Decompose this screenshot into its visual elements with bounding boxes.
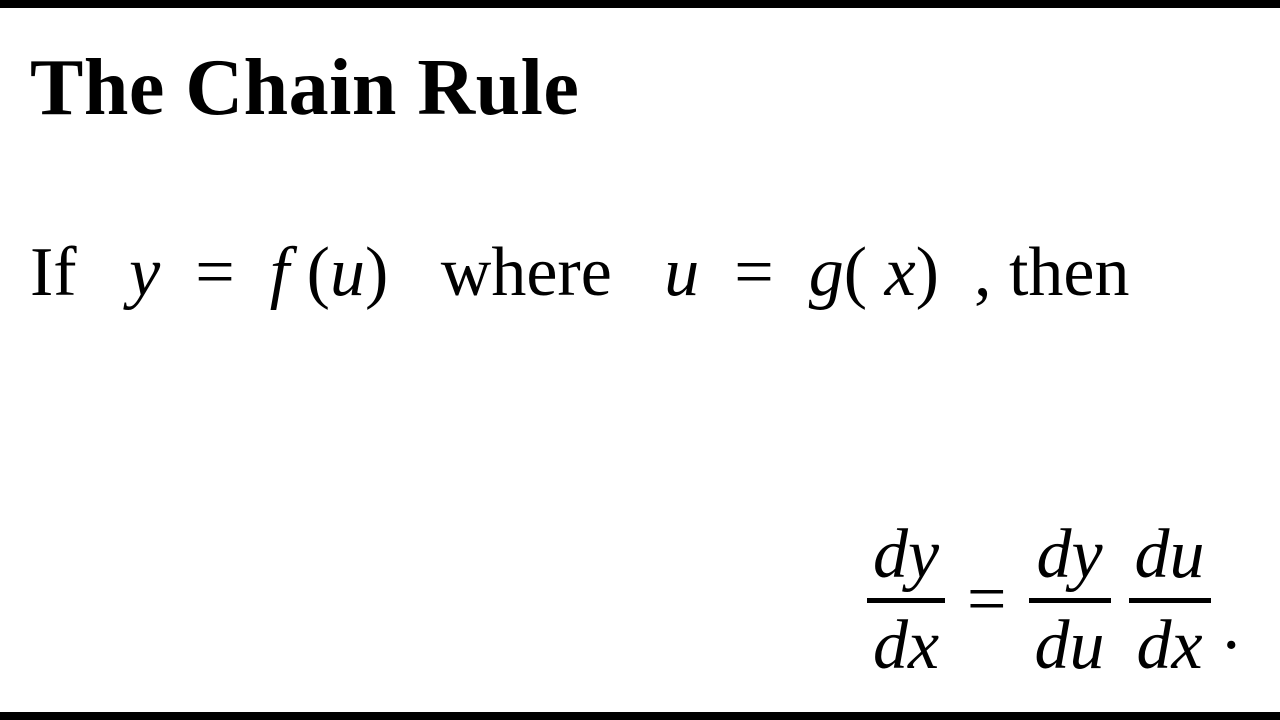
fraction-dy-dx: dy dx [867,518,945,682]
equals-2: = [734,234,773,311]
paren-close-1: ) [365,234,388,311]
word-if: If [30,234,77,311]
word-where: where [441,234,612,311]
frac3-num: du [1129,518,1211,592]
fraction-du-dx: du dx [1129,518,1211,682]
equals-main: = [963,560,1010,640]
frac3-bar [1129,598,1211,603]
frac1-num: dy [867,518,945,592]
u-var: u [664,234,699,311]
paren-close-2: ) [916,234,939,311]
x-arg: x [885,234,916,311]
equation-period: . [1223,586,1241,666]
u-arg: u [330,234,365,311]
frac2-num: dy [1030,518,1108,592]
premise-line: If y = f (u) where u = g( x) , then [30,238,1250,308]
frac2-den: du [1029,609,1111,683]
frac1-den: dx [867,609,945,683]
f-func: f [270,234,289,311]
comma-then: , then [974,234,1130,311]
frac3-den: dx [1130,609,1208,683]
paren-open-1: ( [307,234,330,311]
paren-open-2: ( [844,234,867,311]
frac2-bar [1029,598,1111,603]
chain-rule-equation: dy dx = dy du du dx . [867,518,1240,682]
frac1-bar [867,598,945,603]
equals-1: = [195,234,234,311]
g-func: g [809,234,844,311]
slide-title: The Chain Rule [30,48,1250,128]
y-var: y [129,234,160,311]
slide-frame: The Chain Rule If y = f (u) where u = g(… [0,0,1280,720]
fraction-dy-du: dy du [1029,518,1111,682]
